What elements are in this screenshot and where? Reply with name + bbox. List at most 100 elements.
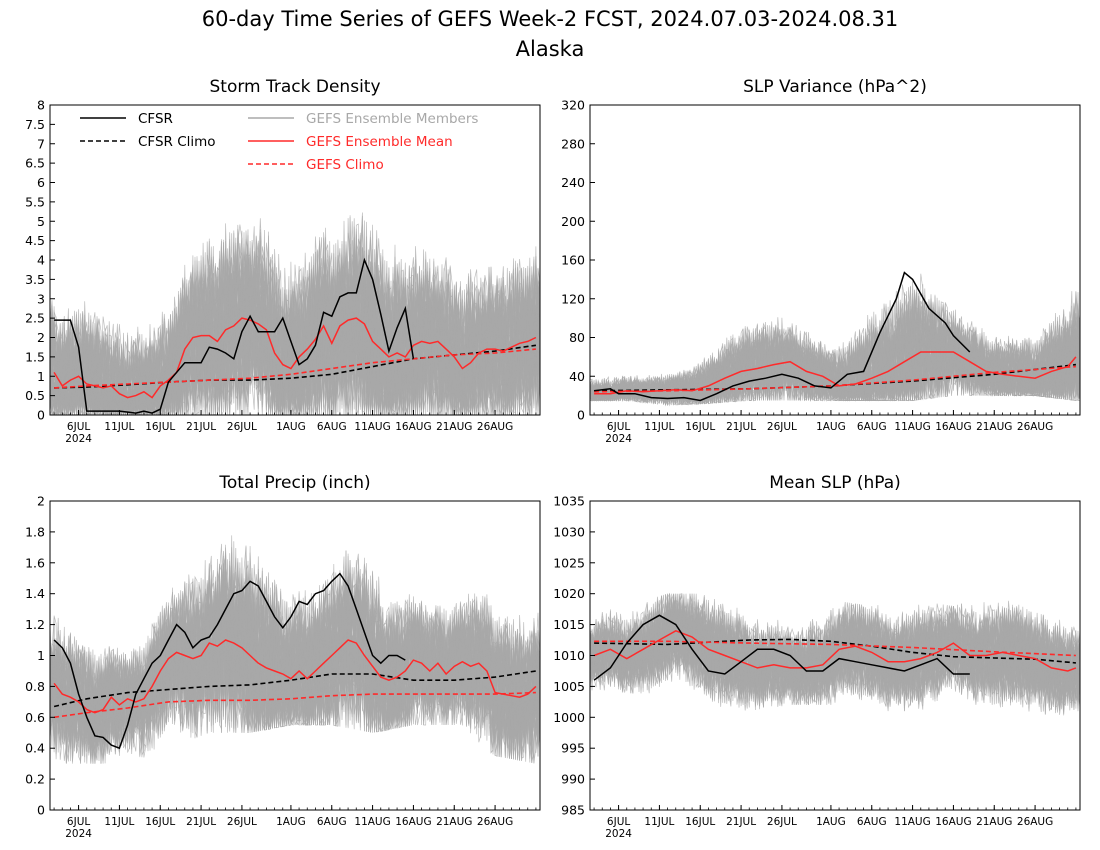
y-tick-label: 3 (37, 291, 45, 306)
x-tick-label: 11JUL (644, 816, 674, 828)
series-gefs-ensemble-mean (594, 351, 1077, 395)
x-tick-label: 21AUG (976, 816, 1012, 828)
y-tick-label: 5 (37, 214, 45, 229)
y-tick-label: 0.8 (25, 679, 45, 694)
panel-1: Storm Track Density 0 0.5 1 1.5 2 2.5 3 3.5 4 4.5 5… (25, 77, 541, 445)
x-tick-label: 6JUL (67, 816, 90, 828)
series-cfsr (593, 614, 970, 681)
x-tick-label: 16JUL (685, 421, 715, 433)
y-tick-label: 1 (37, 369, 45, 384)
panel-title: Mean SLP (hPa) (769, 473, 901, 493)
x-tick-label: 26JUL (767, 421, 797, 433)
x-tick-label: 1AUG (816, 816, 846, 828)
legend-label: GEFS Ensemble Mean (306, 134, 453, 150)
x-year-label: 2024 (605, 433, 632, 445)
legend-label: GEFS Climo (306, 157, 384, 173)
y-tick-label: 1015 (553, 617, 585, 632)
y-tick-label: 1030 (553, 524, 585, 539)
series-gefs-climo (53, 691, 536, 719)
x-tick-label: 21JUL (726, 421, 756, 433)
y-tick-label: 1025 (553, 555, 585, 570)
figure-subtitle: Alaska (516, 37, 585, 61)
x-tick-label: 11AUG (894, 816, 930, 828)
ensemble-member-line (590, 602, 1080, 706)
x-tick-label: 16AUG (935, 816, 971, 828)
y-tick-label: 5.5 (25, 194, 45, 209)
ensemble-member-line (590, 281, 1080, 407)
y-tick-label: 120 (561, 291, 585, 306)
y-tick-label: 4.5 (25, 233, 45, 248)
x-tick-label: 21AUG (436, 816, 472, 828)
panel-title: Total Precip (inch) (218, 473, 370, 493)
y-tick-label: 6.5 (25, 156, 45, 171)
series-gefs-ensemble-mean (593, 629, 1077, 672)
x-tick-label: 26AUG (477, 816, 513, 828)
x-tick-label: 26JUL (227, 816, 257, 828)
y-tick-label: 1 (37, 648, 45, 663)
y-tick-label: 1020 (553, 586, 585, 601)
y-tick-label: 0.2 (25, 772, 45, 787)
series-gefs-climo (594, 640, 1076, 657)
ensemble-member-line (50, 228, 540, 415)
y-tick-label: 0 (577, 408, 585, 423)
x-tick-label: 21JUL (726, 816, 756, 828)
x-tick-label: 1AUG (816, 421, 846, 433)
x-tick-label: 16JUL (145, 421, 175, 433)
ensemble-member-line (50, 567, 540, 764)
ensemble-member-line (50, 241, 540, 415)
ensemble-member-line (50, 585, 540, 763)
legend-label: GEFS Ensemble Members (306, 111, 478, 127)
x-tick-label: 11JUL (104, 421, 134, 433)
x-tick-label: 26AUG (477, 421, 513, 433)
y-tick-label: 40 (569, 369, 585, 384)
y-tick-label: 7 (37, 136, 45, 151)
ensemble-member-line (50, 224, 540, 415)
y-tick-label: 985 (561, 803, 585, 818)
y-tick-label: 240 (561, 175, 585, 190)
ensemble-members (590, 592, 1080, 716)
x-tick-label: 26AUG (1017, 816, 1053, 828)
x-tick-label: 16AUG (935, 421, 971, 433)
x-tick-label: 21AUG (436, 421, 472, 433)
x-tick-label: 6AUG (857, 421, 887, 433)
legend-item: GEFS Ensemble Members (248, 111, 478, 127)
ensemble-member-line (590, 593, 1080, 705)
panel-2: SLP Variance (hPa^2) 0 40 80 120 160 200 240 280… (561, 77, 1081, 445)
ensemble-member-line (590, 604, 1080, 706)
series-gefs-climo (54, 348, 536, 389)
legend-item: GEFS Climo (248, 157, 384, 173)
ensemble-members (50, 535, 540, 764)
figure-title: 60-day Time Series of GEFS Week-2 FCST, … (202, 7, 899, 31)
panel-title: SLP Variance (hPa^2) (743, 77, 927, 97)
x-tick-label: 16JUL (685, 816, 715, 828)
y-tick-label: 1035 (553, 494, 585, 509)
y-tick-label: 4 (37, 253, 45, 268)
y-tick-label: 320 (561, 98, 585, 113)
y-tick-label: 80 (569, 330, 585, 345)
y-tick-label: 280 (561, 136, 585, 151)
x-tick-label: 26JUL (227, 421, 257, 433)
y-tick-label: 995 (561, 741, 585, 756)
x-tick-label: 16AUG (395, 816, 431, 828)
series-cfsr-climo (53, 670, 537, 708)
y-tick-label: 0.5 (25, 388, 45, 403)
ensemble-member-line (590, 598, 1080, 705)
y-tick-label: 2 (37, 330, 45, 345)
legend-label: CFSR (138, 111, 173, 127)
x-tick-label: 6JUL (67, 421, 90, 433)
panel-4: Mean SLP (hPa) 985 990 995 1000 1005 1010 1015 1… (553, 473, 1081, 840)
x-tick-label: 1AUG (276, 816, 306, 828)
x-tick-label: 26JUL (767, 816, 797, 828)
legend-item: CFSR Climo (80, 134, 216, 150)
panel-title: Storm Track Density (209, 77, 380, 97)
legend-item: GEFS Ensemble Mean (248, 134, 453, 150)
x-year-label: 2024 (65, 433, 92, 445)
panel-3: Total Precip (inch) 0 0.2 0.4 0.6 0.8 1 1.2 1.4 1… (25, 473, 541, 840)
x-tick-label: 21JUL (186, 421, 216, 433)
legend-item: CFSR (80, 111, 173, 127)
y-tick-label: 1.4 (25, 586, 45, 601)
y-tick-label: 0.4 (25, 741, 45, 756)
y-tick-label: 6 (37, 175, 45, 190)
ensemble-member-line (590, 295, 1080, 405)
